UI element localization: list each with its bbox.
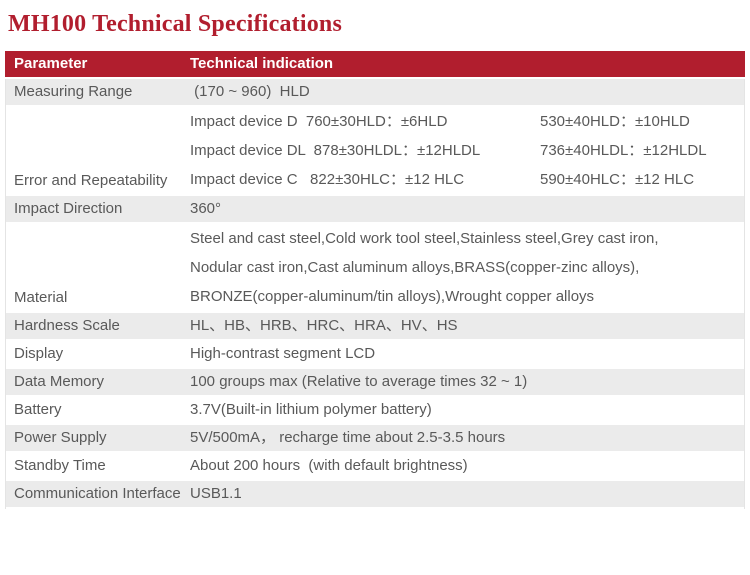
- spec-param-label: Communication Interface: [14, 485, 181, 502]
- spec-value-line: 3.7V(Built-in lithium polymer battery): [190, 401, 432, 418]
- spec-param-label: Measuring Range: [14, 83, 133, 100]
- spec-value: (170 ~ 960) HLD: [190, 79, 744, 105]
- spec-row-standby-time: Standby Time About 200 hours (with defaul…: [6, 453, 744, 481]
- spec-row-display: Display High-contrast segment LCD: [6, 341, 744, 369]
- spec-param-label: Hardness Scale: [14, 317, 120, 334]
- spec-param-label: Material: [14, 289, 68, 306]
- spec-value: 5V/500mA， recharge time about 2.5-3.5 ho…: [190, 425, 744, 451]
- spec-value: High-contrast segment LCD: [190, 341, 744, 367]
- page-title: MH100 Technical Specifications: [8, 11, 343, 37]
- spec-row-communication-interface: Communication Interface USB1.1: [6, 481, 744, 509]
- spec-value: 100 groups max (Relative to average time…: [190, 369, 744, 395]
- spec-value-segment-left: Impact device DL 878±30HLDL：±12HLDL: [190, 142, 481, 159]
- spec-value: Impact device D 760±30HLD：±6HLD 530±40HLD…: [190, 107, 744, 194]
- table-header-row: Parameter Technical indication: [5, 51, 745, 77]
- spec-value-segment-right: 530±40HLD：±10HLD: [540, 113, 690, 130]
- spec-param-label: Battery: [14, 401, 62, 418]
- spec-value: 3.7V(Built-in lithium polymer battery): [190, 397, 744, 423]
- spec-value-line: Impact device C 822±30HLC：±12 HLC 590±40H…: [190, 165, 744, 194]
- spec-param-label: Error and Repeatability: [14, 172, 168, 189]
- spec-row-data-memory: Data Memory 100 groups max (Relative to a…: [6, 369, 744, 397]
- spec-value: Steel and cast steel,Cold work tool stee…: [190, 224, 744, 311]
- spec-value-line: 5V/500mA， recharge time about 2.5-3.5 ho…: [190, 429, 506, 446]
- spec-param-label: Standby Time: [14, 457, 106, 474]
- spec-value-line: 360°: [190, 200, 222, 217]
- spec-value-line: Nodular cast iron,Cast aluminum alloys,B…: [190, 259, 640, 276]
- spec-value: USB1.1: [190, 481, 744, 507]
- spec-row-material: Material Steel and cast steel,Cold work t…: [6, 224, 744, 313]
- header-technical-indication: Technical indication: [190, 55, 334, 72]
- header-parameter: Parameter: [14, 55, 88, 72]
- spec-table: Parameter Technical indication Measuring…: [5, 51, 745, 509]
- spec-value-line: HL、HB、HRB、HRC、HRA、HV、HS: [190, 317, 458, 334]
- spec-row-battery: Battery 3.7V(Built-in lithium polymer bat…: [6, 397, 744, 425]
- spec-row-power-supply: Power Supply 5V/500mA， recharge time abou…: [6, 425, 744, 453]
- spec-param-label: Display: [14, 345, 64, 362]
- spec-value: 360°: [190, 196, 744, 222]
- spec-value-segment-right: 590±40HLC：±12 HLC: [540, 171, 695, 188]
- spec-value-line: USB1.1: [190, 485, 242, 502]
- spec-value-line: BRONZE(copper-aluminum/tin alloys),Wroug…: [190, 288, 595, 305]
- spec-value: HL、HB、HRB、HRC、HRA、HV、HS: [190, 313, 744, 339]
- spec-value-segment-left: Impact device C 822±30HLC：±12 HLC: [190, 171, 465, 188]
- spec-row-impact-direction: Impact Direction 360°: [6, 196, 744, 224]
- spec-row-hardness-scale: Hardness Scale HL、HB、HRB、HRC、HRA、HV、HS: [6, 313, 744, 341]
- spec-param-label: Impact Direction: [14, 200, 123, 217]
- spec-value: About 200 hours (with default brightness…: [190, 453, 744, 479]
- spec-row-error-repeatability: Error and Repeatability Impact device D 7…: [6, 107, 744, 196]
- spec-table-body: Measuring Range (170 ~ 960) HLD Error and…: [5, 79, 745, 509]
- spec-page: MH100 Technical Specifications Parameter…: [0, 11, 750, 509]
- spec-row-measuring-range: Measuring Range (170 ~ 960) HLD: [6, 79, 744, 107]
- spec-value-line: Steel and cast steel,Cold work tool stee…: [190, 230, 659, 247]
- spec-value-line: Impact device D 760±30HLD：±6HLD 530±40HLD…: [190, 107, 744, 136]
- spec-value-segment-right: 736±40HLDL：±12HLDL: [540, 142, 707, 159]
- spec-param-label: Power Supply: [14, 429, 107, 446]
- spec-value-line: (170 ~ 960) HLD: [190, 83, 310, 100]
- spec-value-line: Impact device DL 878±30HLDL：±12HLDL 736±4…: [190, 136, 744, 165]
- spec-value-segment-left: Impact device D 760±30HLD：±6HLD: [190, 113, 448, 130]
- spec-value-line: About 200 hours (with default brightness…: [190, 457, 468, 474]
- spec-value-line: High-contrast segment LCD: [190, 345, 376, 362]
- spec-value-line: 100 groups max (Relative to average time…: [190, 373, 528, 390]
- spec-param-label: Data Memory: [14, 373, 105, 390]
